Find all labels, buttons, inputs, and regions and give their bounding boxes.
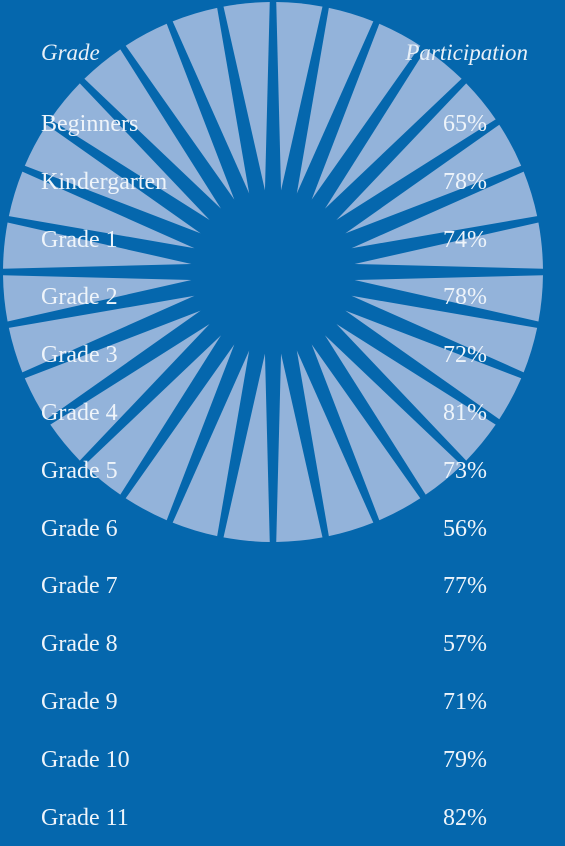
participation-cell: 65%: [443, 111, 487, 138]
participation-cell: 57%: [443, 631, 487, 658]
participation-cell: 79%: [443, 747, 487, 774]
participation-cell: 74%: [443, 227, 487, 254]
participation-cell: 77%: [443, 573, 487, 600]
grade-cell: Grade 7: [41, 573, 118, 600]
grade-cell: Kindergarten: [41, 169, 167, 196]
participation-cell: 81%: [443, 400, 487, 427]
participation-cell: 78%: [443, 284, 487, 311]
grade-cell: Grade 4: [41, 400, 118, 427]
participation-cell: 82%: [443, 805, 487, 832]
grade-cell: Grade 1: [41, 227, 118, 254]
participation-cell: 72%: [443, 342, 487, 369]
participation-cell: 78%: [443, 169, 487, 196]
grade-cell: Grade 2: [41, 284, 118, 311]
grade-cell: Beginners: [41, 111, 138, 138]
participation-cell: 71%: [443, 689, 487, 716]
column-header: Grade: [41, 40, 100, 66]
grade-cell: Grade 10: [41, 747, 130, 774]
participation-cell: 73%: [443, 458, 487, 485]
grade-cell: Grade 5: [41, 458, 118, 485]
participation-cell: 56%: [443, 516, 487, 543]
grade-cell: Grade 6: [41, 516, 118, 543]
grade-cell: Grade 8: [41, 631, 118, 658]
grade-cell: Grade 11: [41, 805, 129, 832]
grade-cell: Grade 9: [41, 689, 118, 716]
grade-cell: Grade 3: [41, 342, 118, 369]
page: Grade Participation Beginners 65% Kinderga…: [0, 0, 565, 846]
column-header: Participation: [405, 40, 528, 66]
